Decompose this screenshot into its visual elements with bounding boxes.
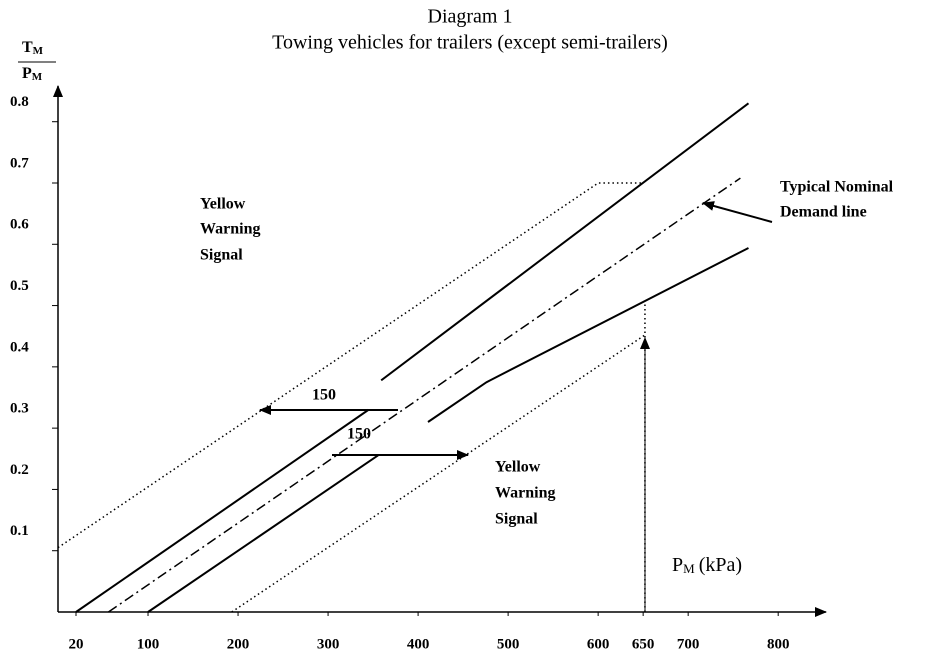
x-label: PM (kPa) xyxy=(672,554,742,576)
x-tick-label: 300 xyxy=(317,636,340,652)
x-tick-label: 650 xyxy=(632,636,655,652)
x-tick-label: 200 xyxy=(227,636,250,652)
y-tick-label: 0.8 xyxy=(10,94,29,110)
line xyxy=(427,247,749,423)
x-tick-label: 100 xyxy=(137,636,160,652)
x-tick-label: 700 xyxy=(677,636,700,652)
y-tick-label: 0.2 xyxy=(10,462,29,478)
y-tick-label: 0.6 xyxy=(10,217,29,233)
x-tick-label: 400 xyxy=(407,636,430,652)
annotation: Yellow xyxy=(495,459,541,476)
line xyxy=(75,408,370,613)
line xyxy=(380,102,750,382)
x-tick-label: 800 xyxy=(767,636,790,652)
annotation: Signal xyxy=(495,511,538,528)
y-label-den: PM xyxy=(22,65,43,83)
subtitle: Towing vehicles for trailers (except sem… xyxy=(272,32,668,54)
y-tick-label: 0.3 xyxy=(10,401,29,417)
annotation: Warning xyxy=(495,485,555,502)
x-tick-label: 600 xyxy=(587,636,610,652)
line xyxy=(147,454,380,613)
x-tick-label: 500 xyxy=(497,636,520,652)
line xyxy=(57,182,644,549)
y-label-num: TM xyxy=(22,39,44,57)
line xyxy=(107,177,741,613)
line xyxy=(231,334,646,613)
y-tick-label: 0.7 xyxy=(10,155,29,171)
y-tick-label: 0.5 xyxy=(10,278,29,294)
annotation: Yellow xyxy=(200,196,246,213)
title: Diagram 1 xyxy=(428,6,513,28)
arrow xyxy=(702,201,773,223)
annotation: Warning xyxy=(200,221,260,238)
annotation: 150 xyxy=(347,426,371,443)
annotation: Signal xyxy=(200,247,243,264)
annotation: Demand line xyxy=(780,204,867,221)
y-tick-label: 0.1 xyxy=(10,523,29,539)
annotation: Typical Nominal xyxy=(780,179,894,196)
y-tick-label: 0.4 xyxy=(10,339,29,355)
annotation: 150 xyxy=(312,387,336,404)
x-tick-label: 20 xyxy=(69,636,84,652)
